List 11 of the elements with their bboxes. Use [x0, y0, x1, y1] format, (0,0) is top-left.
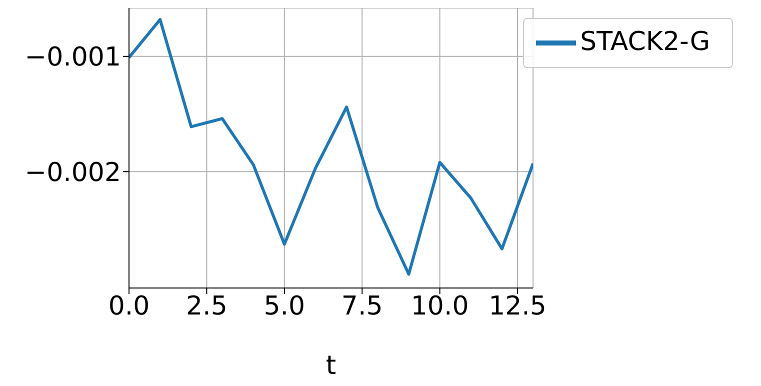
x-tick-label: 2.5 — [186, 291, 228, 322]
x-tick-label: 5.0 — [264, 291, 306, 322]
x-axis-title: t — [326, 351, 336, 381]
x-tick-label: 7.5 — [341, 291, 383, 322]
line-series — [129, 18, 534, 276]
x-tick-label: 10.0 — [410, 291, 469, 322]
legend-label: STACK2-G — [580, 27, 710, 58]
y-tick-label: −0.002 — [24, 158, 121, 188]
x-tick-label: 0.0 — [108, 291, 150, 322]
x-tick-label: 12.5 — [488, 291, 546, 322]
y-tick-label: −0.001 — [24, 42, 121, 73]
